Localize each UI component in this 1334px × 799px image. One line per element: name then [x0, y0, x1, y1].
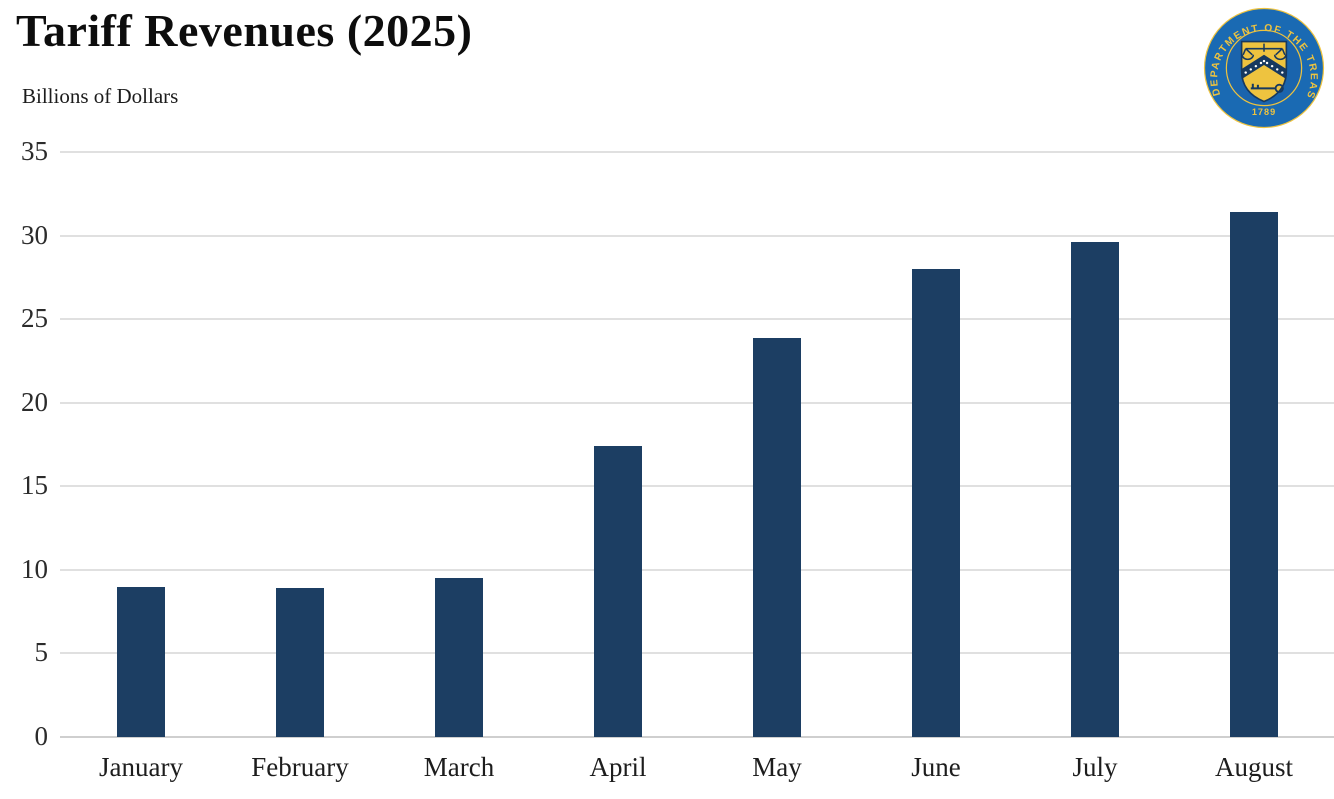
y-tick-label-25: 25: [21, 303, 48, 334]
x-tick-label-january: January: [99, 752, 183, 782]
gridline-y-30: [60, 234, 1334, 237]
seal-key-icon: [1250, 83, 1284, 93]
seal-chevron: [1241, 54, 1287, 80]
x-tick-label-june: June: [911, 752, 961, 782]
bar-april: [594, 446, 642, 737]
bar-march: [435, 578, 483, 737]
bar-june: [912, 269, 960, 737]
gridline-y-10: [60, 568, 1334, 571]
x-axis-baseline: [60, 736, 1334, 738]
x-tick-label-april: April: [589, 752, 647, 782]
seal-year-text: 1789: [1252, 107, 1276, 117]
chart-y-axis-units-label: Billions of Dollars: [22, 84, 179, 108]
y-tick-label-10: 10: [21, 553, 48, 584]
x-tick-label-july: July: [1072, 752, 1118, 782]
x-tick-label-february: February: [251, 752, 349, 782]
gridline-y-20: [60, 401, 1334, 404]
y-tick-label-20: 20: [21, 386, 48, 417]
x-tick-label-may: May: [752, 752, 802, 782]
chart-title: Tariff Revenues (2025): [16, 5, 473, 56]
bar-may: [753, 338, 801, 737]
x-tick-label-august: August: [1214, 752, 1293, 782]
bar-january: [117, 587, 165, 737]
y-tick-label-0: 0: [34, 721, 49, 751]
y-tick-label-30: 30: [21, 219, 48, 250]
bar-february: [276, 588, 324, 737]
bar-july: [1071, 242, 1119, 737]
y-tick-label-35: 35: [21, 136, 48, 166]
gridline-y-5: [60, 652, 1334, 655]
seal-scales-icon: [1241, 43, 1287, 61]
x-tick-label-march: March: [423, 752, 495, 782]
bar-august: [1230, 212, 1278, 737]
y-tick-label-15: 15: [21, 470, 48, 501]
treasury-seal-icon: THE DEPARTMENT OF THE TREASURY 1789: [1203, 4, 1325, 129]
gridline-y-15: [60, 485, 1334, 488]
gridline-y-25: [60, 318, 1334, 321]
y-tick-label-5: 5: [34, 637, 49, 668]
gridline-y-35: [60, 151, 1334, 153]
